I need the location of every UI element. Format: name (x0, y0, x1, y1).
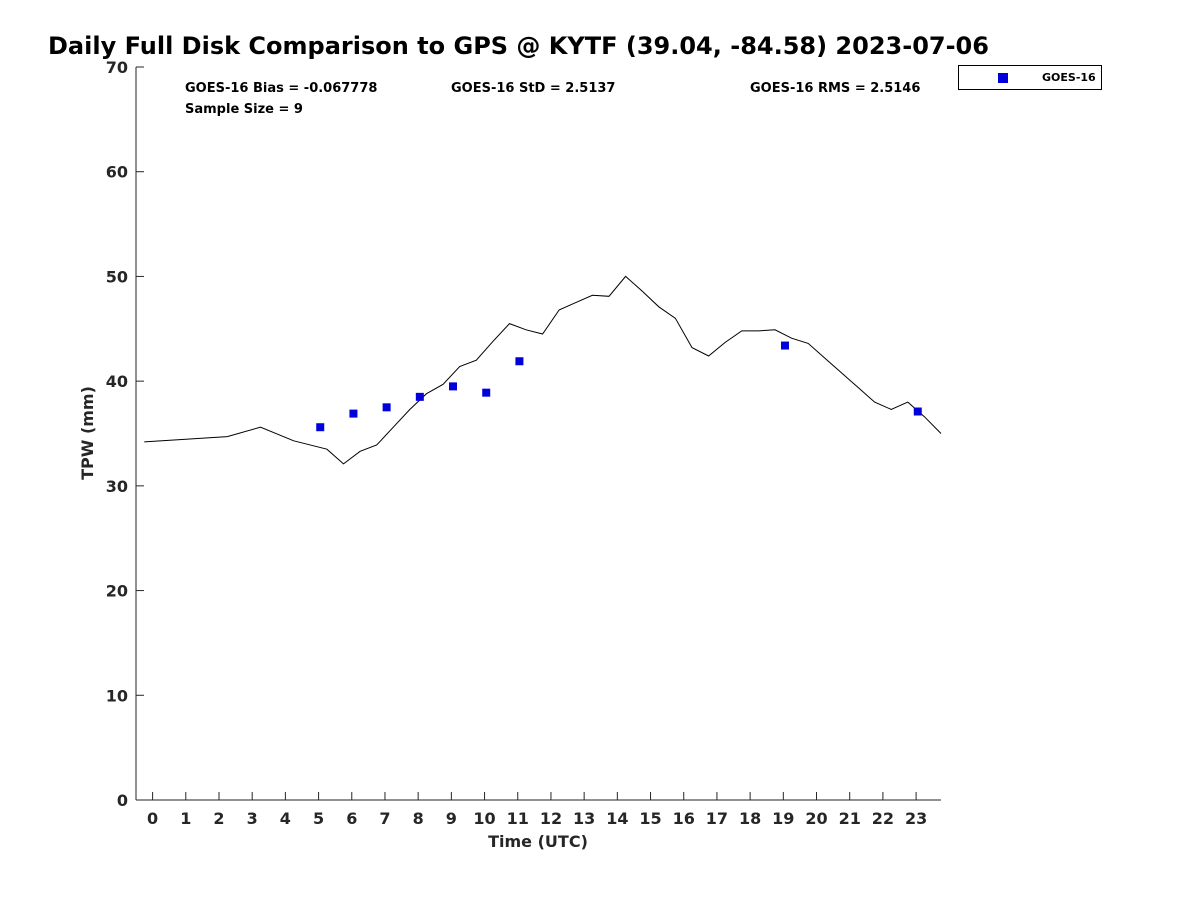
x-tick-label: 23 (905, 809, 927, 828)
goes16-point (780, 341, 789, 350)
y-tick-label: 0 (117, 791, 128, 810)
x-tick-label: 14 (606, 809, 628, 828)
x-tick-label: 9 (446, 809, 457, 828)
x-tick-label: 6 (346, 809, 357, 828)
x-tick-label: 22 (872, 809, 894, 828)
y-tick-label: 30 (106, 477, 128, 496)
plot-area (144, 275, 942, 465)
legend-marker-goes16 (998, 73, 1008, 83)
x-tick-label: 0 (147, 809, 158, 828)
y-axis: 0 10 20 30 40 50 60 70 (106, 58, 144, 810)
std-stat: GOES-16 StD = 2.5137 (451, 81, 615, 96)
x-tick-label: 7 (379, 809, 390, 828)
goes16-point (515, 357, 524, 366)
legend-box (958, 65, 1102, 90)
goes16-point (349, 409, 358, 418)
y-axis-label: TPW (mm) (78, 386, 97, 480)
sample-size-stat: Sample Size = 9 (185, 102, 303, 117)
x-tick-label: 12 (540, 809, 562, 828)
goes16-point (482, 388, 491, 397)
y-tick-label: 60 (106, 163, 128, 182)
y-tick-label: 40 (106, 372, 128, 391)
x-tick-label: 15 (639, 809, 661, 828)
x-tick-label: 21 (839, 809, 861, 828)
goes16-point (913, 407, 922, 416)
goes16-point (415, 392, 424, 401)
x-tick-label: 8 (413, 809, 424, 828)
x-tick-label: 19 (772, 809, 794, 828)
y-tick-label: 70 (106, 58, 128, 77)
legend-label-goes16: GOES-16 (1042, 71, 1096, 84)
goes16-point (316, 423, 325, 432)
y-tick-label: 10 (106, 686, 128, 705)
x-tick-label: 11 (507, 809, 529, 828)
x-tick-label: 10 (473, 809, 495, 828)
x-tick-label: 16 (673, 809, 695, 828)
x-axis-label: Time (UTC) (488, 832, 588, 851)
x-tick-label: 1 (180, 809, 191, 828)
gps-tpw-line (144, 275, 942, 465)
y-tick-label: 20 (106, 582, 128, 601)
x-tick-label: 2 (213, 809, 224, 828)
chart-title: Daily Full Disk Comparison to GPS @ KYTF… (48, 32, 989, 60)
x-tick-label: 3 (247, 809, 258, 828)
rms-stat: GOES-16 RMS = 2.5146 (750, 81, 920, 96)
x-axis: 0 1 2 3 4 5 6 7 8 9 10 11 12 13 14 15 16 17 18 19 20 21 22 23 (147, 792, 927, 828)
x-tick-label: 4 (280, 809, 291, 828)
x-tick-label: 17 (706, 809, 728, 828)
y-tick-label: 50 (106, 267, 128, 286)
x-tick-label: 18 (739, 809, 761, 828)
goes16-point (449, 382, 458, 391)
x-tick-label: 20 (805, 809, 827, 828)
x-tick-label: 5 (313, 809, 324, 828)
goes16-point (382, 403, 391, 412)
plot-axes (135, 67, 941, 801)
x-tick-label: 13 (573, 809, 595, 828)
bias-stat: GOES-16 Bias = -0.067778 (185, 81, 377, 96)
legend: GOES-16 (958, 65, 1102, 90)
